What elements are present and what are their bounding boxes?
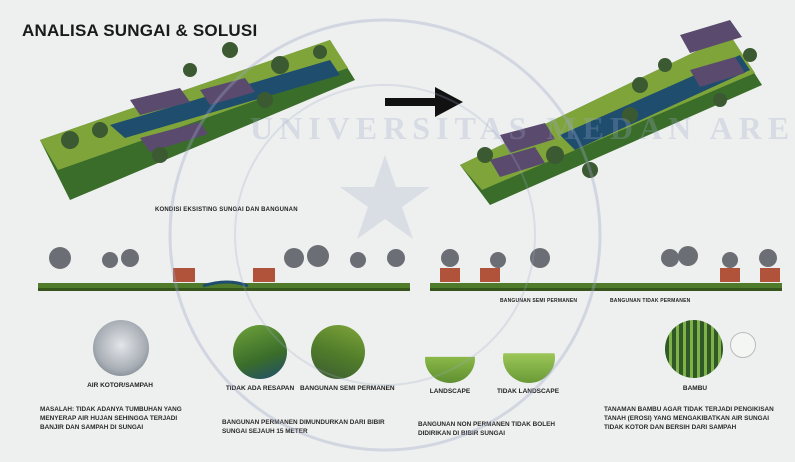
text-solusi-2: BANGUNAN NON PERMANEN TIDAK BOLEH DIDIRI… — [418, 421, 556, 437]
text-solusi-1: BANGUNAN PERMANEN DIMUNDURKAN DARI BIBIR… — [222, 419, 385, 435]
trash-river-icon — [93, 320, 149, 376]
text-solusi-3: TANAMAN BAMBU AGAR TIDAK TERJADI PENGIKI… — [604, 406, 774, 431]
section-right — [430, 246, 782, 291]
before-site-plan — [40, 40, 355, 200]
section-caption-right: BANGUNAN TIDAK PERMANEN — [610, 298, 691, 304]
landscape-icon — [425, 335, 475, 383]
label-no-absorption: TIDAK ADA RESAPAN — [225, 385, 295, 392]
semi-permanent-icon — [311, 325, 365, 379]
bamboo-icon — [665, 320, 723, 378]
text-masalah: MASALAH: TIDAK ADANYA TUMBUHAN YANG MENY… — [40, 406, 182, 431]
section-left — [38, 245, 410, 291]
section-caption-left: BANGUNAN SEMI PERMANEN — [500, 298, 578, 304]
page-title: ANALISA SUNGAI & SOLUSI — [22, 21, 258, 40]
no-landscape-icon — [503, 333, 555, 383]
before-caption: KONDISI EKSISTING SUNGAI DAN BANGUNAN — [155, 207, 298, 213]
label-no-landscape: TIDAK LANDSCAPE — [496, 388, 560, 395]
label-bamboo: BAMBU — [682, 385, 708, 392]
label-trash: AIR KOTOR/SAMPAH — [87, 382, 153, 389]
label-landscape: LANDSCAPE — [429, 388, 471, 395]
arrow-right-icon — [385, 87, 463, 117]
label-semi-permanent: BANGUNAN SEMI PERMANEN — [300, 385, 395, 392]
small-leaf-icon — [730, 332, 756, 358]
after-site-plan — [460, 20, 762, 205]
no-absorption-icon — [233, 325, 287, 379]
